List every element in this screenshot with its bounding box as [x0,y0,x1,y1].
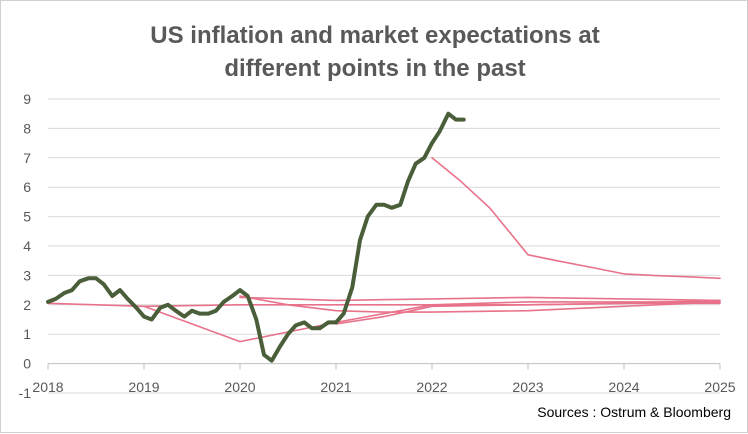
x-tick-label: 2018 [32,379,63,395]
x-tick-label: 2020 [224,379,255,395]
y-tick-label: 2 [23,297,31,313]
x-tick-label: 2025 [704,379,735,395]
x-tick-label: 2022 [416,379,447,395]
source-note: Sources : Ostrum & Bloomberg [537,404,731,420]
x-tick-label: 2023 [512,379,543,395]
series-line-actual-inflation [46,111,466,363]
series-line-expectation-2 [143,301,721,343]
y-tick-label: 9 [23,91,31,107]
series-line-expectation-5 [335,299,721,325]
chart-title-line-2: different points in the past [224,55,526,82]
y-tick-label: 7 [23,150,31,166]
x-tick-label: 2019 [128,379,159,395]
y-tick-label: 5 [23,209,31,225]
y-tick-label: 0 [23,356,31,372]
y-tick-label: 1 [23,326,31,342]
series-line-expectation-6 [431,157,721,280]
y-tick-label: -1 [19,385,32,401]
chart-title-line-1: US inflation and market expectations at [150,22,600,49]
series-line-expectation-4 [239,296,721,302]
y-tick-label: 8 [23,120,31,136]
x-tick-label: 2024 [608,379,639,395]
y-tick-label: 4 [23,238,31,254]
y-tick-label: 6 [23,179,31,195]
y-tick-label: 3 [23,267,31,283]
chart-title: US inflation and market expectations at … [1,19,748,85]
x-tick-label: 2021 [320,379,351,395]
